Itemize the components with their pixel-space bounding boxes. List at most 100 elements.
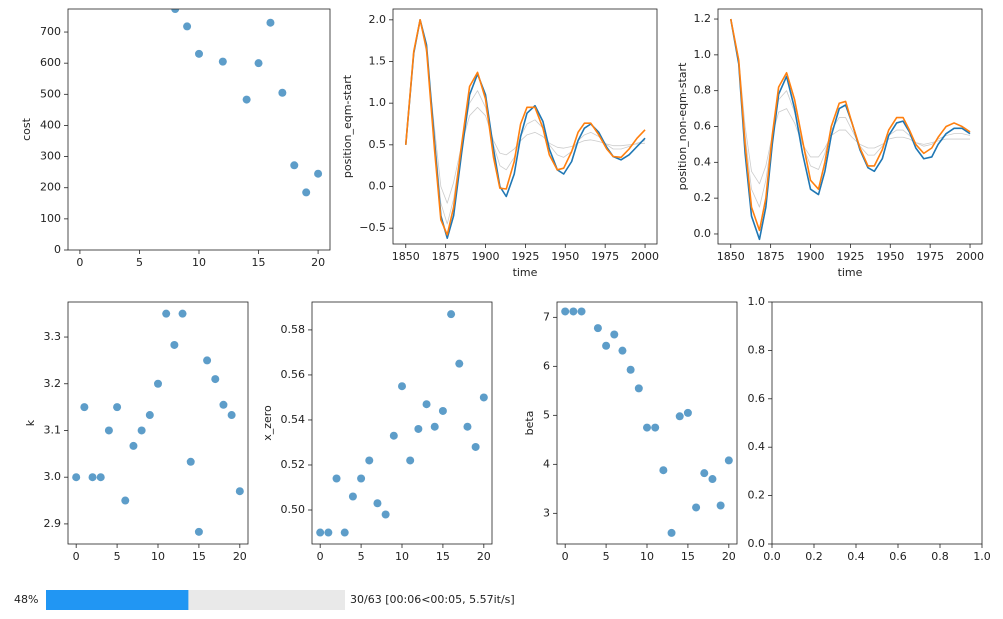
x-tick-label: 15 xyxy=(681,550,695,563)
scatter-point xyxy=(422,400,431,409)
scatter-point xyxy=(314,169,323,178)
scatter-point xyxy=(254,59,263,68)
scatter-point xyxy=(129,441,138,450)
scatter-point xyxy=(593,324,602,333)
scatter-point xyxy=(203,356,212,365)
scatter-point xyxy=(610,330,619,339)
scatter-point xyxy=(447,310,456,319)
y-tick-label: 0.0 xyxy=(694,227,712,240)
scatter-point xyxy=(577,307,586,316)
y-tick-label: 1.0 xyxy=(694,48,712,61)
axes-frame xyxy=(67,301,249,545)
scatter-point xyxy=(154,379,162,388)
scatter-point xyxy=(324,528,333,537)
y-tick-label: 5 xyxy=(543,408,550,421)
scatter-point xyxy=(651,423,660,432)
scatter-point xyxy=(626,365,635,374)
scatter-point xyxy=(438,406,447,415)
y-tick-label: 3.0 xyxy=(44,470,62,483)
y-tick-label: 0 xyxy=(54,243,61,256)
y-tick-label: 4 xyxy=(543,457,550,470)
scatter-point xyxy=(88,473,97,482)
x-tick-label: 0 xyxy=(562,550,569,563)
x-tick-label: 2000 xyxy=(956,250,984,263)
x-tick-label: 15 xyxy=(252,256,266,269)
scatter-point xyxy=(463,422,472,431)
x-tick-label: 20 xyxy=(477,550,491,563)
x-tick-label: 5 xyxy=(603,550,610,563)
x-tick-label: 20 xyxy=(233,550,247,563)
x-tick-label: 15 xyxy=(192,550,206,563)
y-tick-label: 0.4 xyxy=(748,440,766,453)
scatter-point xyxy=(373,499,382,508)
scatter-point xyxy=(266,18,275,27)
y-tick-label: 0.56 xyxy=(281,368,306,381)
scatter-point xyxy=(121,496,130,505)
y-axis-label: k xyxy=(24,419,37,426)
y-tick-label: 400 xyxy=(40,118,61,131)
scatter-point xyxy=(414,424,423,433)
x-tick-label: 5 xyxy=(358,550,365,563)
scatter-point xyxy=(365,456,374,465)
scatter-point xyxy=(724,456,733,465)
y-tick-label: 0.58 xyxy=(281,323,306,336)
axes-frame xyxy=(556,301,738,545)
x-tick-label: 15 xyxy=(436,550,450,563)
y-tick-label: 0.54 xyxy=(281,413,306,426)
x-axis-label: time xyxy=(513,266,538,279)
x-tick-label: 1850 xyxy=(392,250,420,263)
x-tick-label: 1975 xyxy=(591,250,619,263)
scatter-point xyxy=(178,309,187,318)
axes-frame xyxy=(311,301,493,545)
scatter-point xyxy=(683,408,692,417)
y-tick-label: 600 xyxy=(40,56,61,69)
scatter-point xyxy=(171,9,180,13)
scatter-point xyxy=(278,88,287,97)
scatter-point xyxy=(235,487,244,496)
x-tick-label: 0.0 xyxy=(763,550,781,563)
scatter-point xyxy=(104,426,113,435)
y-tick-label: 700 xyxy=(40,25,61,38)
y-tick-label: 500 xyxy=(40,87,61,100)
scatter-point xyxy=(170,340,179,349)
scatter-point xyxy=(113,403,122,412)
y-axis-label: cost xyxy=(20,117,33,141)
y-tick-label: 2.0 xyxy=(369,13,387,26)
scatter-point xyxy=(183,22,192,31)
plot-area xyxy=(561,307,733,537)
x-tick-label: 1900 xyxy=(472,250,500,263)
subplot: 0 5 10 15 20 2.9 3.0 3.1 3.2 3.3 k xyxy=(24,301,249,563)
y-tick-label: 1.2 xyxy=(694,12,712,25)
axes-frame xyxy=(771,301,983,545)
y-tick-label: 2.9 xyxy=(44,517,62,530)
x-tick-label: 1950 xyxy=(876,250,904,263)
scatter-point xyxy=(242,95,251,104)
scatter-point xyxy=(692,503,701,512)
x-tick-label: 0 xyxy=(317,550,324,563)
scatter-point xyxy=(186,457,195,466)
plot-area xyxy=(72,309,244,536)
subplot: 1850 1875 1900 1925 1950 1975 2000 0.0 0.2 0.4 0.6… xyxy=(676,8,984,279)
y-tick-label: 200 xyxy=(40,181,61,194)
scatter-point xyxy=(569,307,578,316)
x-tick-label: 1850 xyxy=(717,250,745,263)
y-tick-label: 0.0 xyxy=(748,537,766,550)
x-tick-label: 5 xyxy=(114,550,121,563)
x-tick-label: 5 xyxy=(136,256,143,269)
y-tick-label: 0.2 xyxy=(748,489,766,502)
y-tick-label: −0.5 xyxy=(359,221,386,234)
subplot: 0.0 0.2 0.4 0.6 0.8 1.0 0.0 0.2 0.4 0.6 0.8 1.0 xyxy=(748,295,991,563)
y-tick-label: 7 xyxy=(543,310,550,323)
y-tick-label: 6 xyxy=(543,359,550,372)
scatter-point xyxy=(302,188,311,197)
progress-fill xyxy=(46,590,189,610)
y-tick-label: 0.6 xyxy=(694,120,712,133)
progress-percent: 48% xyxy=(14,593,38,606)
series-line xyxy=(729,18,971,232)
scatter-point xyxy=(218,57,227,66)
scatter-point xyxy=(137,426,146,435)
series-line xyxy=(730,18,971,185)
scatter-point xyxy=(602,341,611,350)
scatter-point xyxy=(219,400,228,409)
